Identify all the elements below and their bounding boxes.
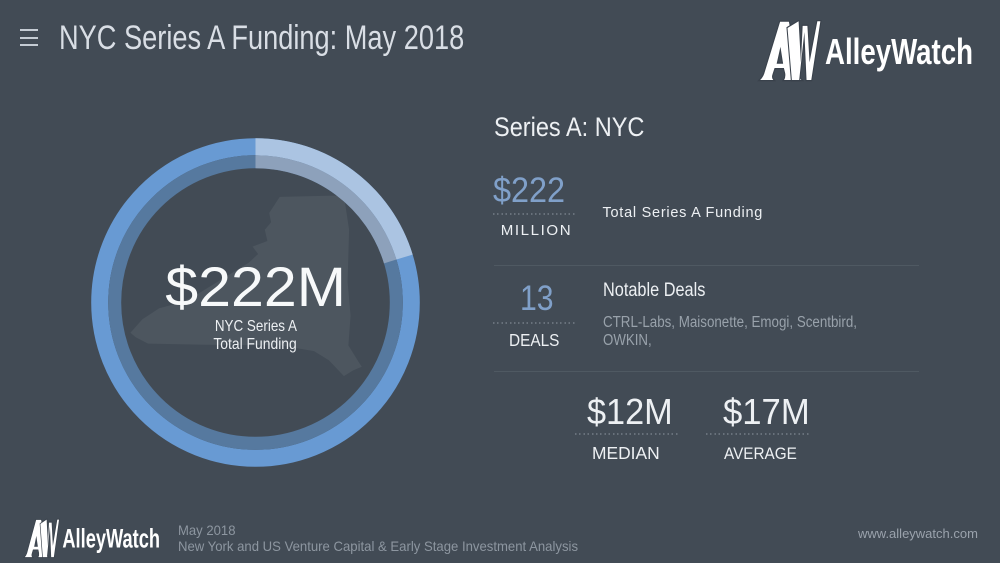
svg-text:AlleyWatch: AlleyWatch [825, 31, 973, 72]
svg-text:AlleyWatch: AlleyWatch [62, 524, 160, 554]
